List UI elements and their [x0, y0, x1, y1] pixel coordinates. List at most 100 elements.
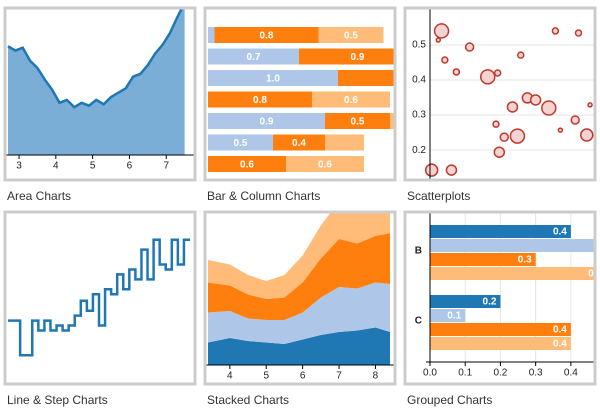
x-tick-label: 8 — [373, 371, 379, 382]
caption: Line & Step Charts — [7, 393, 108, 407]
bar — [430, 309, 466, 322]
bubble — [551, 27, 560, 35]
bubble — [587, 102, 593, 108]
bubble — [574, 29, 583, 37]
value-label: 0.9 — [351, 52, 365, 63]
x-tick-label: 3 — [16, 161, 22, 172]
value-label: 0.4 — [292, 138, 306, 149]
thumbnail[interactable]: 0.2 0.3 0.4 0.5 — [403, 6, 597, 182]
bubble — [480, 69, 496, 85]
x-tick-label: 0.2 — [493, 368, 507, 379]
plot — [8, 238, 190, 357]
bar — [430, 337, 571, 350]
bar — [430, 225, 571, 238]
bubble — [493, 69, 502, 77]
bar-segment — [286, 156, 364, 172]
caption: Scatterplots — [407, 189, 470, 203]
plot: 4 5 6 7 8 — [206, 213, 394, 382]
bubble — [557, 127, 564, 133]
thumbnail[interactable]: 4 5 6 7 8 — [203, 194, 397, 386]
bar-segment — [208, 113, 325, 129]
area — [8, 9, 185, 155]
plot: 0.2 0.3 0.4 0.5 — [412, 9, 594, 179]
bar — [430, 267, 594, 280]
x-tick-label: 4 — [53, 161, 59, 172]
x-tick-label: 5 — [263, 371, 269, 382]
bubble — [580, 128, 594, 142]
bubble — [435, 37, 441, 43]
value-label: 0.1 — [447, 311, 461, 322]
bar — [430, 239, 594, 252]
x-tick-label: 0.0 — [423, 368, 437, 379]
bar-segment — [208, 70, 338, 86]
value-label: 0.9 — [260, 117, 274, 128]
bar-segment — [208, 91, 312, 108]
bar-segment — [325, 134, 364, 151]
value-label: 0.4 — [553, 325, 567, 336]
bar-segment — [338, 70, 394, 86]
value-label: 0.6 — [344, 95, 358, 106]
bar-segment — [325, 113, 390, 129]
area-layer — [208, 213, 390, 299]
bar-segment — [208, 27, 215, 43]
value-label: 0.6 — [240, 160, 254, 171]
value-label: 0.8 — [253, 95, 267, 106]
bar-segment — [208, 48, 299, 65]
x-tick-label: 6 — [300, 371, 306, 382]
value-label: 0.3 — [518, 255, 532, 266]
bubble — [424, 163, 439, 177]
area-layer — [208, 327, 390, 365]
bubble — [464, 42, 475, 52]
plot: B 0.4 0.3 0.5 C 0.2 0.1 0.4 0.4 0.0 0.1 0.2 0.3 0.4 — [415, 213, 600, 379]
y-tick-label: C — [415, 316, 422, 327]
y-tick-label: 0.5 — [412, 40, 426, 51]
caption: Area Charts — [7, 189, 71, 203]
thumbnail[interactable]: 3 4 5 6 7 — [3, 3, 197, 182]
bar-segment — [390, 113, 394, 129]
bubble — [445, 164, 458, 176]
bubble — [433, 23, 450, 39]
bubble — [570, 115, 580, 125]
bubble — [529, 94, 542, 106]
x-tick-label: 7 — [336, 371, 342, 382]
x-tick-label: 6 — [127, 161, 133, 172]
value-label: 0.2 — [483, 297, 497, 308]
bubble — [441, 56, 449, 64]
bubble — [499, 132, 509, 142]
thumbnail[interactable] — [3, 210, 197, 386]
caption: Grouped Charts — [407, 393, 492, 407]
area-layer — [208, 233, 390, 320]
x-tick-label: 5 — [90, 161, 96, 172]
bar-segment — [208, 156, 286, 172]
bar-segment — [273, 134, 325, 151]
caption: Stacked Charts — [207, 393, 289, 407]
value-label: 1.0 — [266, 74, 280, 85]
bar-segment — [299, 48, 394, 65]
x-tick-label: 0.4 — [564, 368, 578, 379]
bar-segment — [214, 27, 319, 43]
bar — [430, 253, 536, 266]
value-label: 0.7 — [247, 52, 261, 63]
y-tick-label: B — [415, 246, 422, 257]
bubble — [492, 120, 500, 128]
step-line — [8, 238, 190, 357]
value-label: 0.5 — [588, 269, 600, 280]
y-tick-label: 0.4 — [412, 75, 426, 86]
value-label: 0.4 — [553, 339, 567, 350]
value-label: 0.4 — [553, 227, 567, 238]
thumbnail[interactable]: B 0.4 0.3 0.5 C 0.2 0.1 0.4 0.4 0.0 0.1 0.2 0.3 0.4 — [403, 210, 600, 386]
bubble — [452, 68, 461, 76]
thumbnail[interactable]: 0.8 0.5 0.7 0.9 0.3 1.0 0.8 0.6 0.9 0.5 0.2 0.5 0.4 0… — [203, 6, 455, 182]
plot: 0.80.50.70.90.31.00.80.60.90.50.20.50.40… — [208, 27, 394, 172]
value-label: 0.5 — [234, 138, 248, 149]
y-tick-label: 0.2 — [412, 145, 426, 156]
bubble — [506, 101, 519, 113]
value-label: 0.5 — [344, 31, 358, 42]
bar-segment — [312, 91, 390, 108]
bubble — [541, 100, 557, 116]
value-label: 0.8 — [260, 31, 274, 42]
bar — [430, 323, 571, 336]
y-tick-label: 0.3 — [412, 110, 426, 121]
bar-segment — [318, 27, 384, 43]
plot: 3 4 5 6 7 — [6, 9, 194, 172]
